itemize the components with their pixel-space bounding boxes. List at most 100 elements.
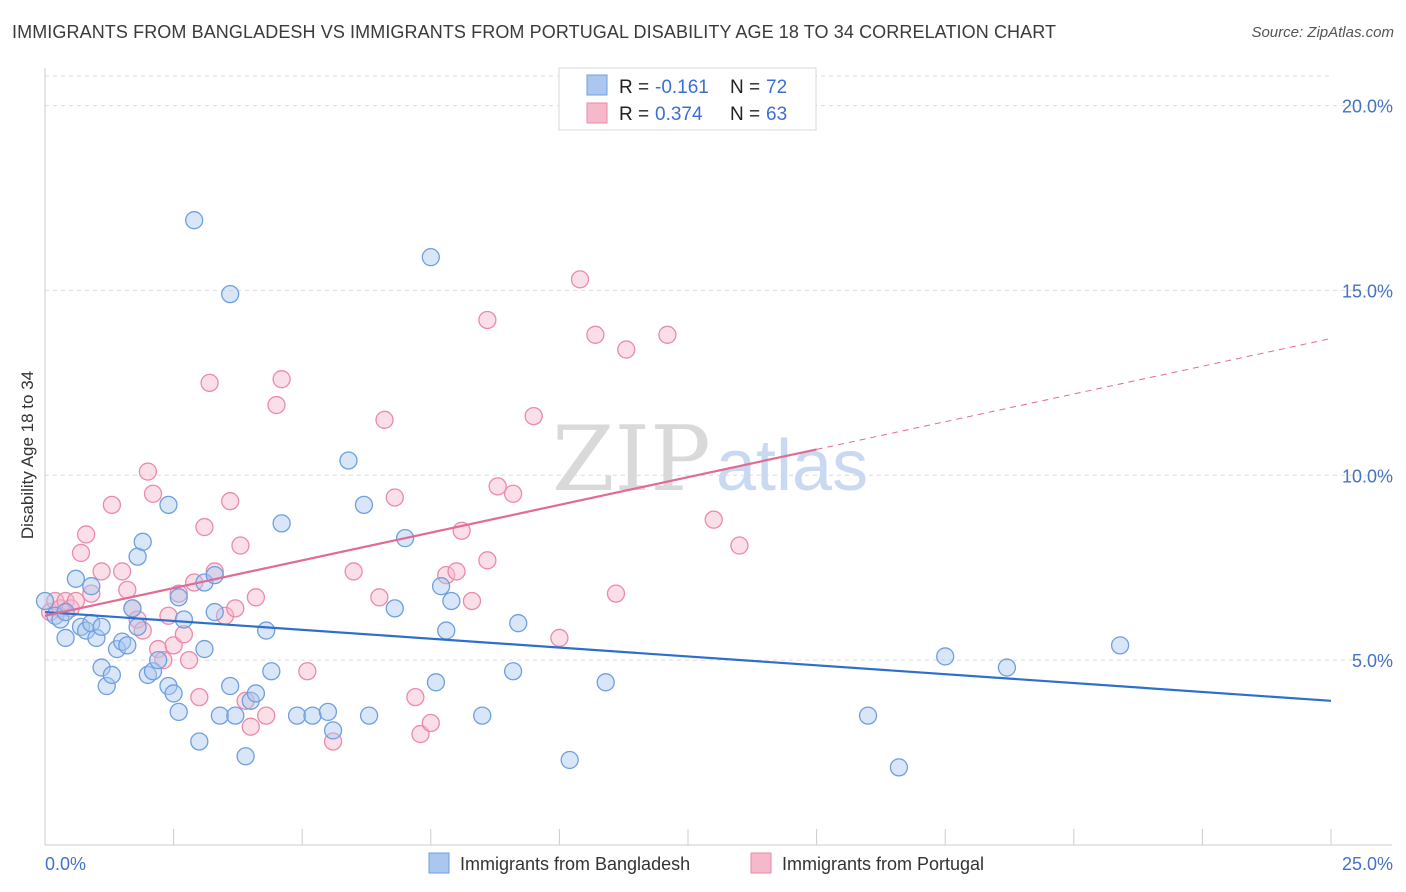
bottom-legend-label-portugal: Immigrants from Portugal — [782, 854, 984, 874]
portugal-point-7 — [77, 525, 96, 544]
bangladesh-point-10 — [87, 628, 106, 648]
portugal-point-43 — [370, 588, 389, 607]
x-tick-label-0: 0.0% — [45, 854, 86, 874]
portugal-point-53 — [478, 551, 497, 570]
bangladesh-point-67 — [889, 758, 909, 777]
portugal-point-59 — [570, 270, 590, 289]
bangladesh-point-51 — [339, 451, 358, 470]
legend-n-value-bangladesh: 72 — [766, 77, 787, 98]
bangladesh-point-37 — [210, 706, 230, 725]
bangladesh-point-46 — [272, 514, 291, 533]
bangladesh-point-36 — [205, 602, 224, 622]
bangladesh-point-30 — [174, 610, 194, 629]
bangladesh-point-58 — [431, 577, 451, 596]
portugal-trend-line — [44, 448, 817, 617]
bangladesh-point-19 — [128, 617, 147, 637]
chart-title: IMMIGRANTS FROM BANGLADESH VS IMMIGRANTS… — [12, 22, 1057, 42]
bangladesh-point-39 — [221, 284, 240, 304]
portugal-point-39 — [272, 370, 291, 389]
portugal-point-23 — [174, 625, 194, 644]
bangladesh-point-47 — [287, 706, 307, 725]
bangladesh-point-38 — [221, 676, 240, 696]
bangladesh-point-56 — [421, 248, 440, 267]
y-tick-label-0: 5.0% — [1352, 651, 1393, 671]
bangladesh-point-40 — [226, 706, 245, 725]
portugal-point-11 — [113, 562, 132, 581]
portugal-point-52 — [462, 591, 482, 611]
bangladesh-point-54 — [385, 599, 404, 618]
bangladesh-point-14 — [102, 665, 122, 685]
legend-n-value-portugal: 63 — [766, 104, 787, 125]
portugal-point-61 — [606, 584, 626, 603]
legend-r-value-bangladesh: -0.161 — [655, 77, 709, 98]
portugal-point-33 — [231, 536, 250, 555]
bangladesh-point-32 — [190, 732, 209, 751]
portugal-point-26 — [190, 687, 209, 707]
portugal-point-62 — [617, 340, 636, 359]
bangladesh-point-5 — [66, 569, 86, 588]
portugal-point-44 — [375, 410, 394, 429]
portugal-point-40 — [298, 662, 317, 681]
bangladesh-point-65 — [596, 673, 615, 692]
bangladesh-point-31 — [185, 211, 204, 230]
bangladesh-trend-line — [44, 610, 1332, 702]
portugal-point-50 — [447, 562, 466, 581]
portugal-point-65 — [730, 536, 749, 555]
legend-n-label-bangladesh: N = — [730, 77, 760, 98]
bottom-legend-swatch-portugal — [750, 852, 772, 874]
bottom-legend-label-bangladesh: Immigrants from Bangladesh — [460, 854, 690, 874]
legend-swatch-bangladesh — [586, 74, 608, 96]
legend-r-label-bangladesh: R = — [619, 77, 649, 98]
portugal-point-54 — [478, 310, 497, 330]
bangladesh-point-12 — [92, 658, 111, 677]
bangladesh-point-52 — [354, 495, 374, 515]
bottom-legend-swatch-bangladesh — [428, 852, 450, 874]
portugal-point-56 — [503, 484, 523, 503]
portugal-point-6 — [71, 543, 91, 563]
portugal-point-45 — [385, 488, 404, 507]
y-tick-label-3: 20.0% — [1342, 97, 1393, 117]
portugal-point-58 — [550, 628, 569, 648]
bangladesh-point-61 — [473, 706, 492, 725]
axes — [44, 68, 1392, 846]
y-tick-label-2: 15.0% — [1342, 281, 1393, 301]
portugal-point-46 — [406, 687, 425, 707]
x-tick-label-1: 25.0% — [1342, 854, 1393, 874]
y-axis-label: Disability Age 18 to 34 — [18, 371, 37, 539]
portugal-trend-extension — [816, 338, 1332, 450]
bangladesh-point-4 — [56, 628, 75, 648]
portugal-point-8 — [82, 584, 101, 603]
bangladesh-point-43 — [246, 684, 266, 703]
bangladesh-point-17 — [118, 636, 137, 655]
portugal-point-16 — [138, 462, 158, 481]
portugal-point-9 — [92, 562, 111, 581]
x-tick-labels: 0.0% 25.0% — [45, 854, 1393, 874]
portugal-point-35 — [241, 717, 260, 736]
legend: R = -0.161 N = 72 R = 0.374 N = 63 — [558, 67, 817, 131]
portugal-point-60 — [586, 325, 605, 344]
portugal-point-37 — [257, 706, 276, 725]
bangladesh-point-9 — [82, 577, 101, 596]
bangladesh-point-48 — [303, 706, 322, 725]
bangladesh-point-29 — [169, 588, 188, 607]
bangladesh-point-63 — [509, 614, 528, 633]
bangladesh-point-68 — [936, 647, 955, 666]
bottom-legend: Immigrants from Bangladesh Immigrants fr… — [428, 852, 984, 874]
portugal-point-63 — [658, 325, 677, 344]
portugal-point-28 — [200, 373, 219, 393]
bangladesh-point-21 — [133, 532, 152, 551]
bangladesh-point-0 — [35, 591, 55, 611]
legend-n-label-portugal: N = — [730, 104, 760, 125]
portugal-point-64 — [704, 510, 723, 529]
portugal-point-32 — [226, 599, 245, 618]
bangladesh-point-18 — [123, 599, 142, 618]
portugal-point-17 — [143, 484, 163, 503]
y-tick-label-1: 10.0% — [1342, 466, 1393, 486]
y-tick-labels: 5.0% 10.0% 15.0% 20.0% — [1342, 97, 1393, 672]
bangladesh-point-41 — [236, 747, 255, 766]
bangladesh-point-62 — [503, 662, 523, 681]
watermark-zip: ZIP — [552, 407, 711, 512]
bangladesh-point-44 — [257, 621, 276, 640]
bangladesh-point-13 — [97, 676, 116, 696]
legend-r-value-portugal: 0.374 — [655, 104, 703, 125]
